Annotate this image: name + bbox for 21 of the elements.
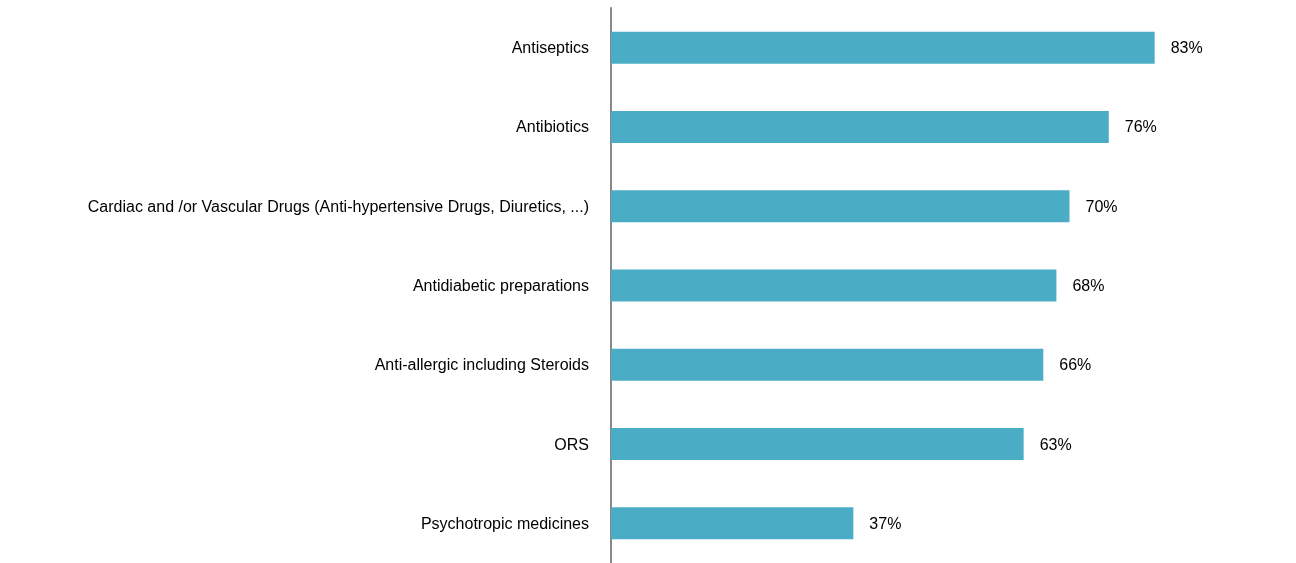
bar (611, 269, 1057, 302)
data-label: 37% (869, 514, 902, 532)
data-label: 83% (1170, 39, 1203, 57)
bar (611, 428, 1024, 461)
bar (611, 31, 1155, 64)
bar (611, 507, 854, 540)
data-label: 63% (1039, 435, 1072, 453)
data-label: 70% (1085, 197, 1118, 215)
y-tick-label: Antidiabetic preparations (412, 277, 589, 294)
y-tick-label: Anti-allergic including Steroids (374, 356, 589, 374)
data-label: 68% (1072, 277, 1105, 294)
y-tick-label: Antibiotics (516, 118, 589, 136)
y-tick-label: Cardiac and /or Vascular Drugs (Anti-hypertensive Drugs, Diuretics, ...) (87, 197, 589, 215)
data-label: 66% (1059, 356, 1092, 374)
y-tick-label: Psychotropic medicines (420, 514, 589, 532)
y-tick-label: Antiseptics (511, 39, 589, 57)
bar (611, 348, 1044, 381)
bar (611, 190, 1070, 223)
y-tick-label: ORS (554, 435, 589, 453)
bar (611, 110, 1109, 143)
data-label: 76% (1124, 118, 1157, 136)
